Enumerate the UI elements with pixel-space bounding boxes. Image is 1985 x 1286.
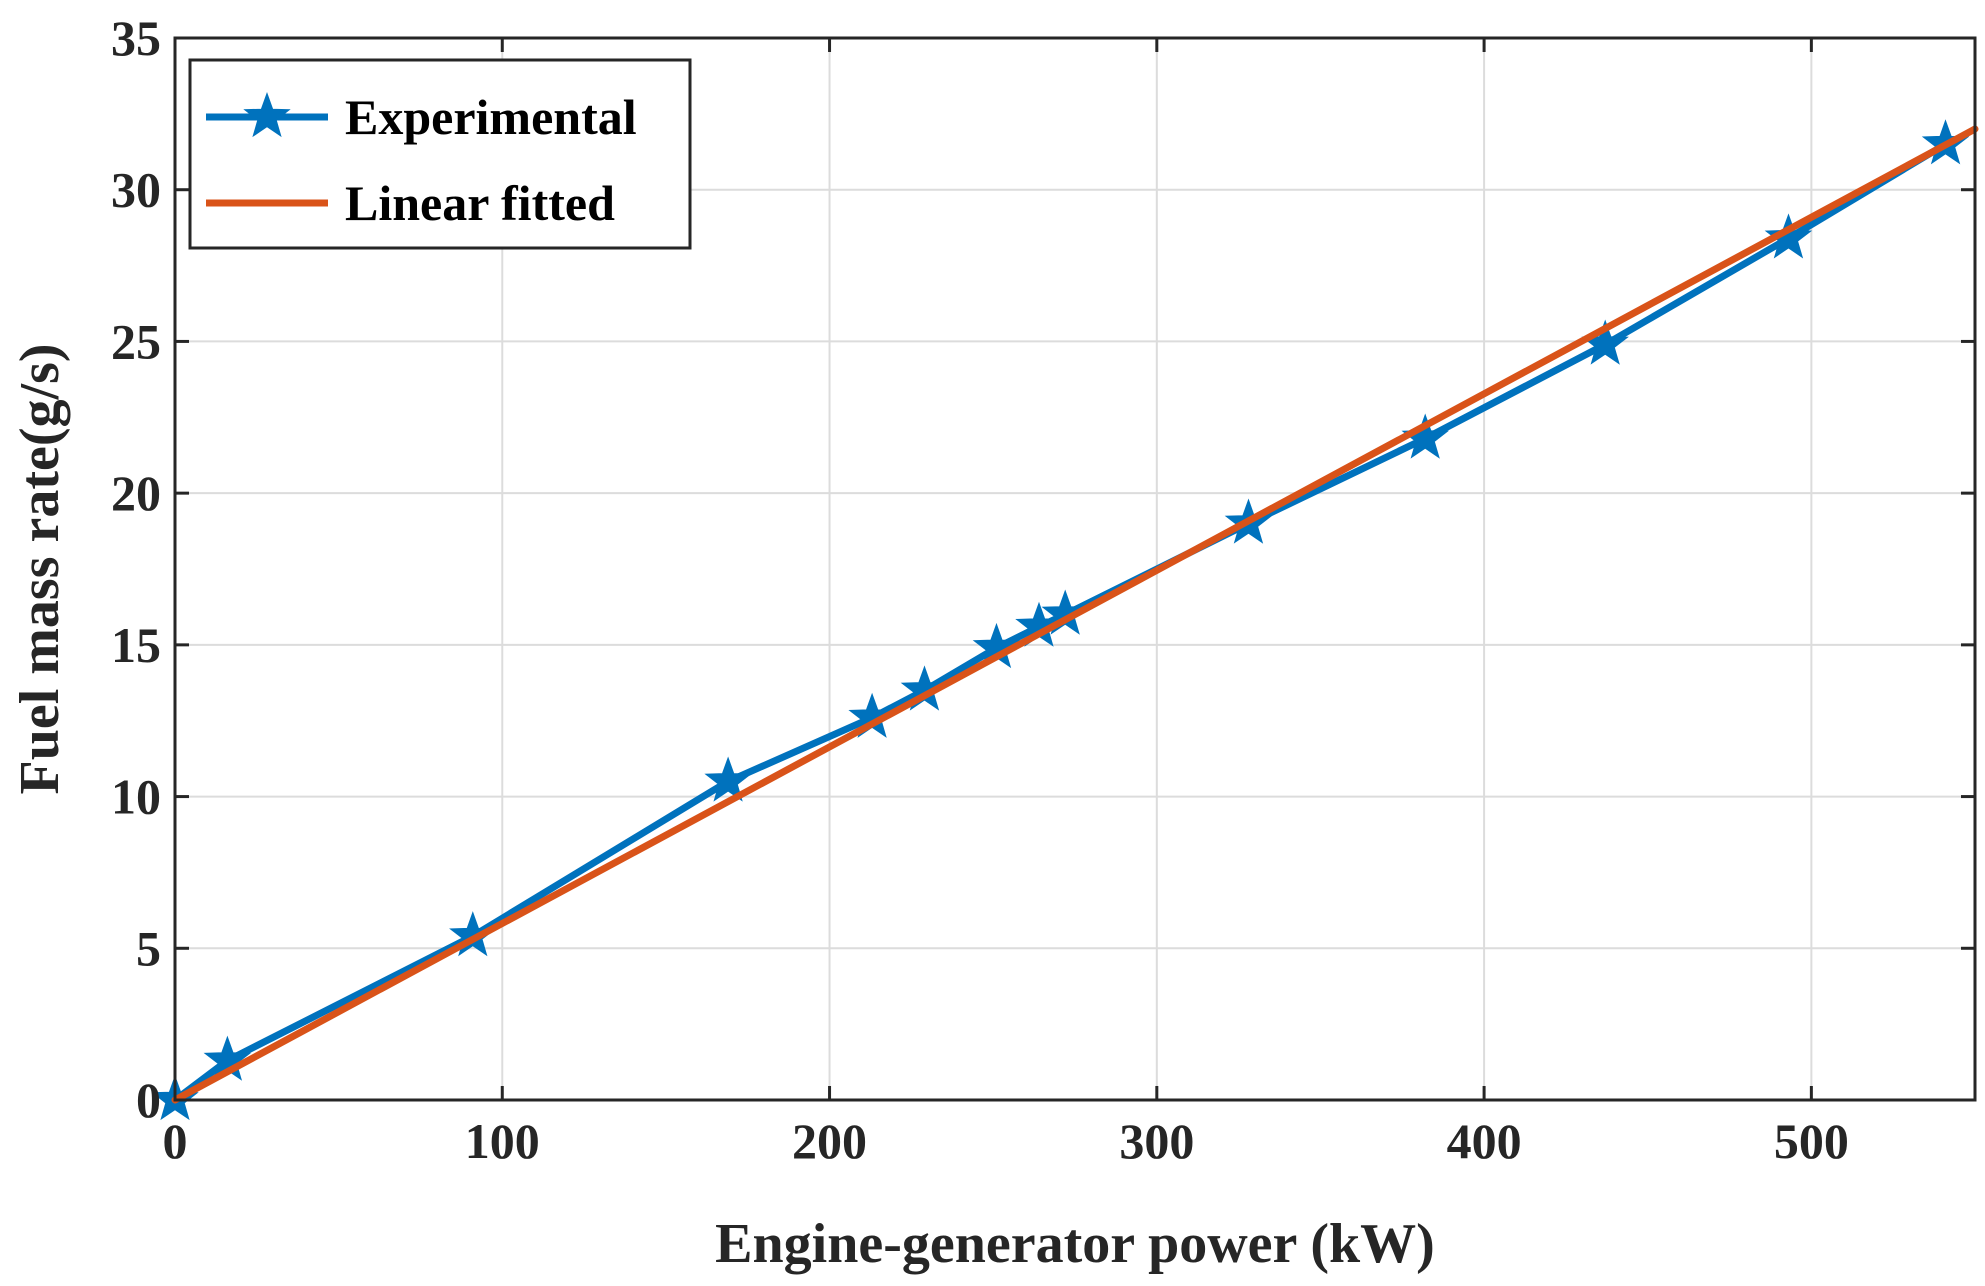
ticks: 0 100 200 300 400 500 0 5 10 15 20 25 30 35 — [111, 10, 1975, 1169]
y-tick-label: 10 — [111, 769, 161, 825]
series-line-linear-fitted — [171, 125, 1979, 1104]
series-layer — [151, 119, 1979, 1121]
y-tick-label: 20 — [111, 465, 161, 521]
y-axis-label: Fuel mass rate(g/s) — [9, 343, 71, 794]
y-tick-label: 15 — [111, 617, 161, 673]
legend-label-linear-fitted: Linear fitted — [345, 175, 615, 231]
y-tick-label: 35 — [111, 10, 161, 66]
legend-box — [188, 58, 692, 250]
x-tick-label: 0 — [163, 1113, 188, 1169]
x-tick-label: 500 — [1774, 1113, 1849, 1169]
data-point-experimental — [704, 756, 752, 802]
data-point-experimental — [1764, 213, 1813, 259]
y-tick-label: 0 — [136, 1072, 161, 1128]
legend: Experimental Linear fitted — [188, 58, 692, 250]
legend-label-experimental: Experimental — [345, 89, 637, 145]
x-tick-label: 200 — [792, 1113, 867, 1169]
x-axis-label: Engine-generator power (kW) — [715, 1213, 1435, 1275]
x-tick-label: 100 — [465, 1113, 540, 1169]
series-linear-fitted — [171, 125, 1979, 1104]
x-tick-label: 300 — [1119, 1113, 1194, 1169]
legend-marker-experimental — [243, 92, 291, 138]
y-tick-label: 5 — [136, 920, 161, 976]
series-line-experimental — [171, 140, 1949, 1104]
series-experimental — [151, 119, 1970, 1121]
x-tick-label: 400 — [1447, 1113, 1522, 1169]
y-tick-label: 30 — [111, 162, 161, 218]
plot-frame — [173, 36, 1977, 1102]
y-tick-label: 25 — [111, 313, 161, 369]
